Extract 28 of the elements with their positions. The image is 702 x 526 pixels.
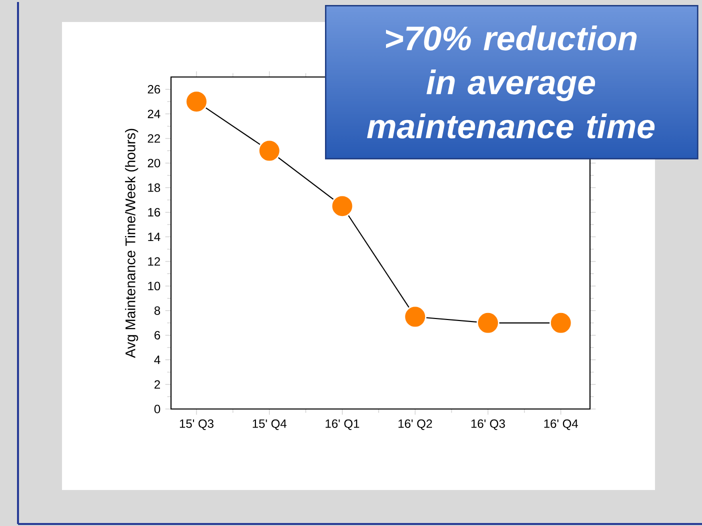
x-tick-label: 16' Q4	[544, 419, 578, 430]
y-tick-label: 6	[154, 330, 160, 340]
y-tick-label: 24	[148, 110, 160, 118]
point	[330, 194, 354, 218]
y-tick-label: 0	[154, 404, 160, 414]
y-tick-label: 4	[154, 356, 160, 364]
y-axis-title: Avg Maintenance Time/Week (hours)	[125, 128, 138, 358]
y-tick-label: 10	[148, 282, 160, 290]
x-tick-label: 15' Q4	[252, 419, 286, 430]
y-tick-label: 8	[154, 306, 160, 315]
y-tick-label: 2	[154, 380, 160, 389]
y-tick-label: 14	[148, 232, 160, 241]
y-tick-label: 18	[148, 183, 160, 192]
point	[404, 305, 426, 328]
y-tick-label: 26	[148, 85, 160, 94]
annotation: >70% reduction in average maintenance time	[367, 26, 655, 138]
point	[185, 90, 208, 113]
point	[550, 312, 572, 334]
x-tick-label: 16' Q1	[326, 419, 360, 430]
x-tick-label: 16' Q2	[398, 419, 432, 430]
y-tick-label: 16	[148, 208, 160, 217]
point	[258, 139, 281, 162]
x-tick-label: 15' Q3	[180, 419, 214, 430]
x-tick-label: 16' Q3	[471, 419, 505, 430]
y-tick-label: 22	[148, 134, 160, 143]
y-tick-label: 20	[148, 158, 160, 168]
y-tick-label: 12	[148, 257, 160, 266]
point	[476, 312, 500, 334]
